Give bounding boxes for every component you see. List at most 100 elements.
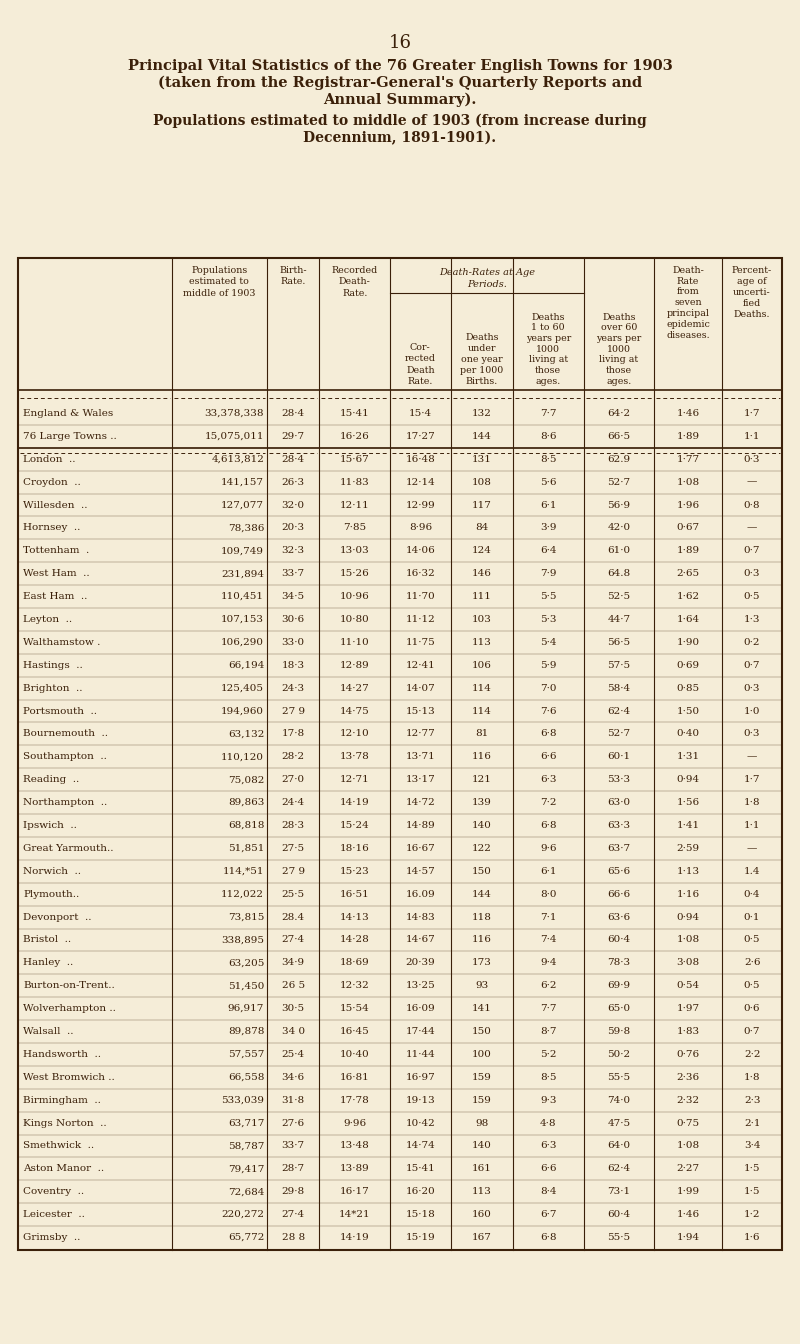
Text: 108: 108 <box>472 477 492 487</box>
Text: 19·13: 19·13 <box>406 1095 435 1105</box>
Text: 24·3: 24·3 <box>282 684 305 692</box>
Text: Populations estimated to middle of 1903 (from increase during: Populations estimated to middle of 1903 … <box>153 114 647 129</box>
Text: 1·90: 1·90 <box>677 638 700 646</box>
Text: (taken from the Registrar-General's Quarterly Reports and: (taken from the Registrar-General's Quar… <box>158 77 642 90</box>
Text: Cor-
rected
Death
Rate.: Cor- rected Death Rate. <box>405 343 436 386</box>
Text: 5·4: 5·4 <box>540 638 557 646</box>
Text: 0·2: 0·2 <box>744 638 760 646</box>
Text: 4,613,812: 4,613,812 <box>211 454 264 464</box>
Text: 194,960: 194,960 <box>221 707 264 715</box>
Text: 140: 140 <box>472 1141 492 1150</box>
Text: 12·14: 12·14 <box>406 477 435 487</box>
Text: Leicester  ..: Leicester .. <box>23 1210 85 1219</box>
Text: 1·46: 1·46 <box>677 1210 700 1219</box>
Text: 63,717: 63,717 <box>228 1118 264 1128</box>
Text: 1·08: 1·08 <box>677 477 700 487</box>
Text: 14·67: 14·67 <box>406 935 435 945</box>
Text: 96,917: 96,917 <box>228 1004 264 1013</box>
Text: 60·1: 60·1 <box>607 753 630 761</box>
Text: 12·99: 12·99 <box>406 500 435 509</box>
Text: 2·59: 2·59 <box>677 844 700 853</box>
Text: 2·32: 2·32 <box>677 1095 700 1105</box>
Text: Brighton  ..: Brighton .. <box>23 684 82 692</box>
Text: Death-
Rate
from
seven
principal
epidemic
diseases.: Death- Rate from seven principal epidemi… <box>666 266 710 340</box>
Text: 16·51: 16·51 <box>340 890 370 899</box>
Text: 6·8: 6·8 <box>540 821 557 831</box>
Text: Great Yarmouth..: Great Yarmouth.. <box>23 844 114 853</box>
Text: 0·7: 0·7 <box>744 1027 760 1036</box>
Text: 15·23: 15·23 <box>340 867 370 876</box>
Text: 20·39: 20·39 <box>406 958 435 968</box>
Text: 78,386: 78,386 <box>228 523 264 532</box>
Text: 132: 132 <box>472 409 492 418</box>
Text: 29·8: 29·8 <box>282 1187 305 1196</box>
Text: 6·6: 6·6 <box>540 753 557 761</box>
Text: 0·3: 0·3 <box>744 730 760 738</box>
Text: 69·9: 69·9 <box>607 981 630 991</box>
Text: 2·3: 2·3 <box>744 1095 760 1105</box>
Text: 0·5: 0·5 <box>744 981 760 991</box>
Text: 0·54: 0·54 <box>677 981 700 991</box>
Text: Norwich  ..: Norwich .. <box>23 867 81 876</box>
Text: 0·75: 0·75 <box>677 1118 700 1128</box>
Text: 10·40: 10·40 <box>340 1050 370 1059</box>
Text: 7·6: 7·6 <box>540 707 557 715</box>
Text: 17·44: 17·44 <box>406 1027 435 1036</box>
Text: 58·4: 58·4 <box>607 684 630 692</box>
Text: 0·69: 0·69 <box>677 661 700 669</box>
Text: Percent-
age of
uncerti-
fied
Deaths.: Percent- age of uncerti- fied Deaths. <box>732 266 772 320</box>
Text: 7·85: 7·85 <box>343 523 366 532</box>
Text: 26 5: 26 5 <box>282 981 305 991</box>
Text: 25·5: 25·5 <box>282 890 305 899</box>
Bar <box>18 258 782 1250</box>
Text: 15·26: 15·26 <box>340 570 370 578</box>
Text: 7·2: 7·2 <box>540 798 557 808</box>
Text: 5·5: 5·5 <box>540 593 557 601</box>
Text: 66,194: 66,194 <box>228 661 264 669</box>
Text: 114: 114 <box>472 707 492 715</box>
Text: 106,290: 106,290 <box>221 638 264 646</box>
Text: 15·41: 15·41 <box>340 409 370 418</box>
Text: Portsmouth  ..: Portsmouth .. <box>23 707 97 715</box>
Text: 8·5: 8·5 <box>540 454 557 464</box>
Text: 15·24: 15·24 <box>340 821 370 831</box>
Text: 9·96: 9·96 <box>343 1118 366 1128</box>
Text: 11·83: 11·83 <box>340 477 370 487</box>
Text: 32·0: 32·0 <box>282 500 305 509</box>
Text: 14·06: 14·06 <box>406 546 435 555</box>
Text: 73·1: 73·1 <box>607 1187 630 1196</box>
Text: 173: 173 <box>472 958 492 968</box>
Text: 28·2: 28·2 <box>282 753 305 761</box>
Text: 2·2: 2·2 <box>744 1050 760 1059</box>
Text: 1·5: 1·5 <box>744 1164 760 1173</box>
Text: 10·96: 10·96 <box>340 593 370 601</box>
Text: 1·31: 1·31 <box>677 753 700 761</box>
Text: Walsall  ..: Walsall .. <box>23 1027 74 1036</box>
Text: 52·7: 52·7 <box>607 477 630 487</box>
Text: 8·0: 8·0 <box>540 890 557 899</box>
Text: 1·94: 1·94 <box>677 1232 700 1242</box>
Text: 2·27: 2·27 <box>677 1164 700 1173</box>
Text: 109,749: 109,749 <box>221 546 264 555</box>
Text: 14·07: 14·07 <box>406 684 435 692</box>
Text: 15·54: 15·54 <box>340 1004 370 1013</box>
Text: Ipswich  ..: Ipswich .. <box>23 821 77 831</box>
Text: 1·7: 1·7 <box>744 409 760 418</box>
Text: 63·7: 63·7 <box>607 844 630 853</box>
Text: 116: 116 <box>472 753 492 761</box>
Text: 1·5: 1·5 <box>744 1187 760 1196</box>
Text: 0·7: 0·7 <box>744 546 760 555</box>
Text: 2·1: 2·1 <box>744 1118 760 1128</box>
Text: 17·8: 17·8 <box>282 730 305 738</box>
Text: 62.9: 62.9 <box>607 454 630 464</box>
Text: 79,417: 79,417 <box>228 1164 264 1173</box>
Text: 7·7: 7·7 <box>540 1004 557 1013</box>
Text: 12·32: 12·32 <box>340 981 370 991</box>
Text: 73,815: 73,815 <box>228 913 264 922</box>
Text: 15·13: 15·13 <box>406 707 435 715</box>
Text: 1·62: 1·62 <box>677 593 700 601</box>
Text: 150: 150 <box>472 867 492 876</box>
Text: 12·77: 12·77 <box>406 730 435 738</box>
Text: Kings Norton  ..: Kings Norton .. <box>23 1118 106 1128</box>
Text: 1·2: 1·2 <box>744 1210 760 1219</box>
